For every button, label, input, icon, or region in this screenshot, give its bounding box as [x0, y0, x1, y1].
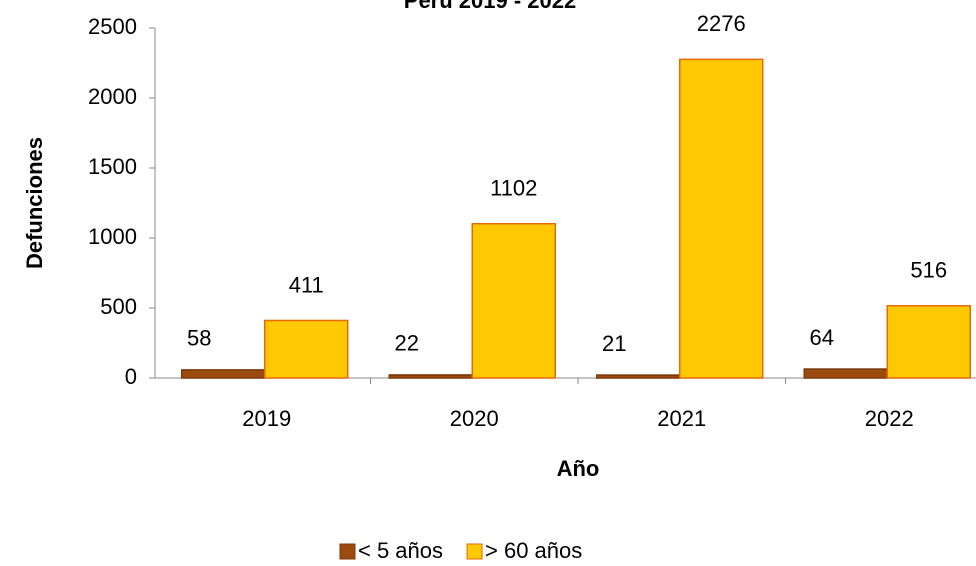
x-tick-label: 2021 [657, 406, 706, 431]
chart-title: Perú 2019 - 2022 [404, 0, 576, 13]
y-axis-label: Defunciones [22, 137, 47, 269]
y-tick-label: 1000 [88, 224, 137, 249]
bar [803, 368, 888, 379]
bar [471, 222, 556, 379]
value-label: 1102 [490, 176, 537, 201]
y-tick-label: 0 [125, 364, 137, 389]
legend-swatch [466, 543, 483, 560]
bar [596, 374, 681, 379]
legend-label: > 60 años [485, 538, 582, 563]
bar [181, 369, 266, 379]
value-label: 64 [810, 325, 834, 350]
x-axis-label: Año [557, 456, 600, 481]
y-tick-label: 2000 [88, 84, 137, 109]
value-label: 21 [602, 331, 626, 356]
bar [388, 374, 473, 379]
y-tick-label: 2500 [88, 14, 137, 39]
y-tick-label: 500 [100, 294, 137, 319]
value-label: 516 [910, 258, 947, 283]
x-tick-label: 2020 [450, 406, 499, 431]
value-label: 411 [289, 272, 324, 297]
bar [886, 305, 971, 379]
value-label: 22 [395, 331, 419, 356]
value-label: 2276 [697, 11, 746, 36]
x-tick-label: 2019 [242, 406, 291, 431]
x-tick-label: 2022 [865, 406, 914, 431]
legend-label: < 5 años [358, 538, 443, 563]
legend-swatch [339, 543, 356, 560]
bar [264, 319, 349, 379]
y-tick-label: 1500 [88, 154, 137, 179]
value-label: 58 [187, 326, 211, 351]
bar [679, 58, 764, 379]
